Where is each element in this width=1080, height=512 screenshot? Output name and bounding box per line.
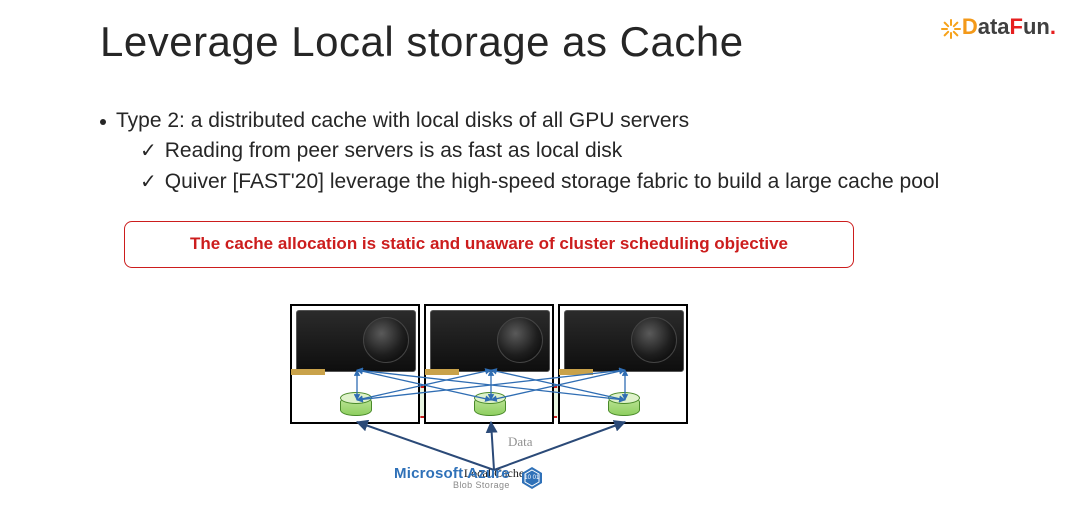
check-item: ✓ Reading from peer servers is as fast a…	[140, 136, 980, 166]
gpu-card-icon	[564, 310, 684, 372]
logo-segment-ata: ata	[978, 14, 1010, 39]
check-text: Quiver [FAST'20] leverage the high-speed…	[165, 167, 939, 197]
slide-root: DataFun. Leverage Local storage as Cache…	[0, 0, 1080, 512]
azure-title: Microsoft Azure	[394, 466, 510, 481]
check-icon: ✓	[140, 168, 157, 197]
azure-hex-icon: 10 01	[520, 466, 544, 490]
logo-burst-icon	[942, 19, 960, 37]
check-item: ✓ Quiver [FAST'20] leverage the high-spe…	[140, 167, 980, 197]
gpu-card-icon	[296, 310, 416, 372]
check-list: ✓ Reading from peer servers is as fast a…	[140, 136, 980, 197]
logo-segment-d: D	[962, 14, 978, 39]
azure-text: Microsoft Azure Blob Storage	[394, 466, 510, 490]
azure-subtitle: Blob Storage	[394, 481, 510, 490]
slide-content: Type 2: a distributed cache with local d…	[100, 106, 980, 268]
azure-hex-bits: 10 01	[520, 466, 544, 490]
local-disk-icon	[474, 392, 504, 414]
gpu-server-box	[424, 304, 554, 424]
bullet-dot-icon	[100, 119, 106, 125]
local-disk-icon	[608, 392, 638, 414]
gpu-server-box	[290, 304, 420, 424]
check-text: Reading from peer servers is as fast as …	[165, 136, 623, 166]
slide-title: Leverage Local storage as Cache	[100, 18, 980, 66]
check-icon: ✓	[140, 137, 157, 166]
data-flow-label: Data	[508, 434, 533, 450]
gpu-card-icon	[430, 310, 550, 372]
azure-blob-storage: Microsoft Azure Blob Storage 10 01	[394, 466, 544, 490]
bullet-level-1: Type 2: a distributed cache with local d…	[100, 106, 980, 136]
server-row	[290, 304, 698, 424]
datafun-logo: DataFun.	[942, 14, 1056, 40]
callout-text: The cache allocation is static and unawa…	[143, 232, 835, 257]
logo-segment-dot: .	[1050, 14, 1056, 39]
logo-segment-un: un	[1023, 14, 1050, 39]
logo-segment-f: F	[1010, 14, 1023, 39]
local-disk-icon	[340, 392, 370, 414]
gpu-server-box	[558, 304, 688, 424]
callout-box: The cache allocation is static and unawa…	[124, 221, 854, 268]
bullet-text: Type 2: a distributed cache with local d…	[116, 106, 689, 136]
architecture-diagram: Local Cache Data Microsoft Azure Blob St…	[290, 304, 698, 492]
